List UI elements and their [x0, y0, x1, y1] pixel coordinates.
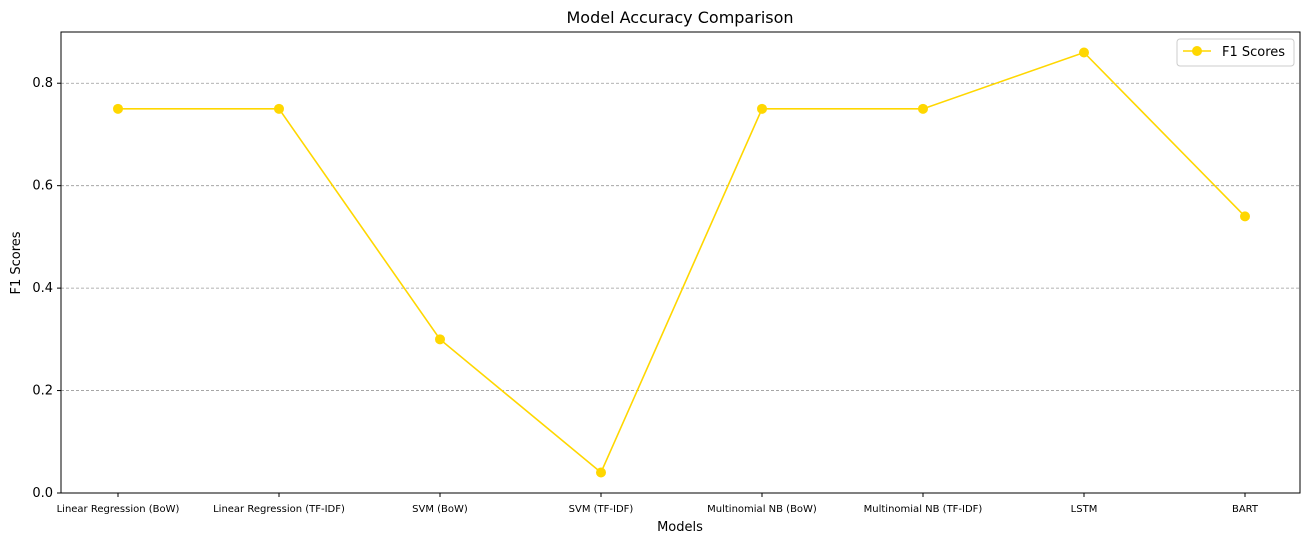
- data-point: [757, 103, 767, 114]
- y-tick-label: 0.6: [32, 179, 53, 194]
- legend-box: [1176, 38, 1295, 67]
- data-point: [1079, 47, 1089, 58]
- legend-marker: [1192, 46, 1202, 56]
- data-point: [596, 467, 606, 478]
- y-axis-label: F1 Scores: [9, 231, 24, 294]
- y-tick-label: 0.4: [32, 281, 53, 296]
- x-tick-label: Linear Regression (TF-IDF): [213, 504, 345, 515]
- legend: F1 Scores: [1176, 38, 1295, 67]
- data-point: [1240, 211, 1250, 222]
- data-point: [274, 103, 284, 114]
- chart-title: Model Accuracy Comparison: [566, 8, 793, 27]
- grid-lines: [61, 82, 1300, 391]
- x-tick-label: SVM (BoW): [412, 504, 468, 515]
- x-tick-label: Multinomial NB (BoW): [707, 504, 817, 515]
- x-axis: Linear Regression (BoW) Linear Regression…: [57, 493, 1259, 515]
- series-line: [118, 51, 1246, 474]
- data-point: [435, 334, 445, 345]
- y-tick-label: 0.2: [32, 384, 53, 399]
- y-axis: 0.0 0.2 0.4 0.6 0.8: [32, 76, 61, 501]
- x-tick-label: Linear Regression (BoW): [57, 504, 180, 515]
- x-axis-label: Models: [657, 520, 703, 535]
- data-point: [113, 103, 123, 114]
- data-point: [918, 103, 928, 114]
- x-tick-label: LSTM: [1071, 504, 1098, 515]
- x-tick-label: SVM (TF-IDF): [569, 504, 634, 515]
- plot-area-frame: [60, 31, 1301, 494]
- x-tick-label: Multinomial NB (TF-IDF): [864, 504, 983, 515]
- series-group: [113, 47, 1250, 478]
- y-tick-label: 0.0: [32, 486, 53, 501]
- x-tick-label: BART: [1232, 504, 1259, 515]
- legend-label: F1 Scores: [1222, 45, 1285, 60]
- y-tick-label: 0.8: [32, 76, 53, 91]
